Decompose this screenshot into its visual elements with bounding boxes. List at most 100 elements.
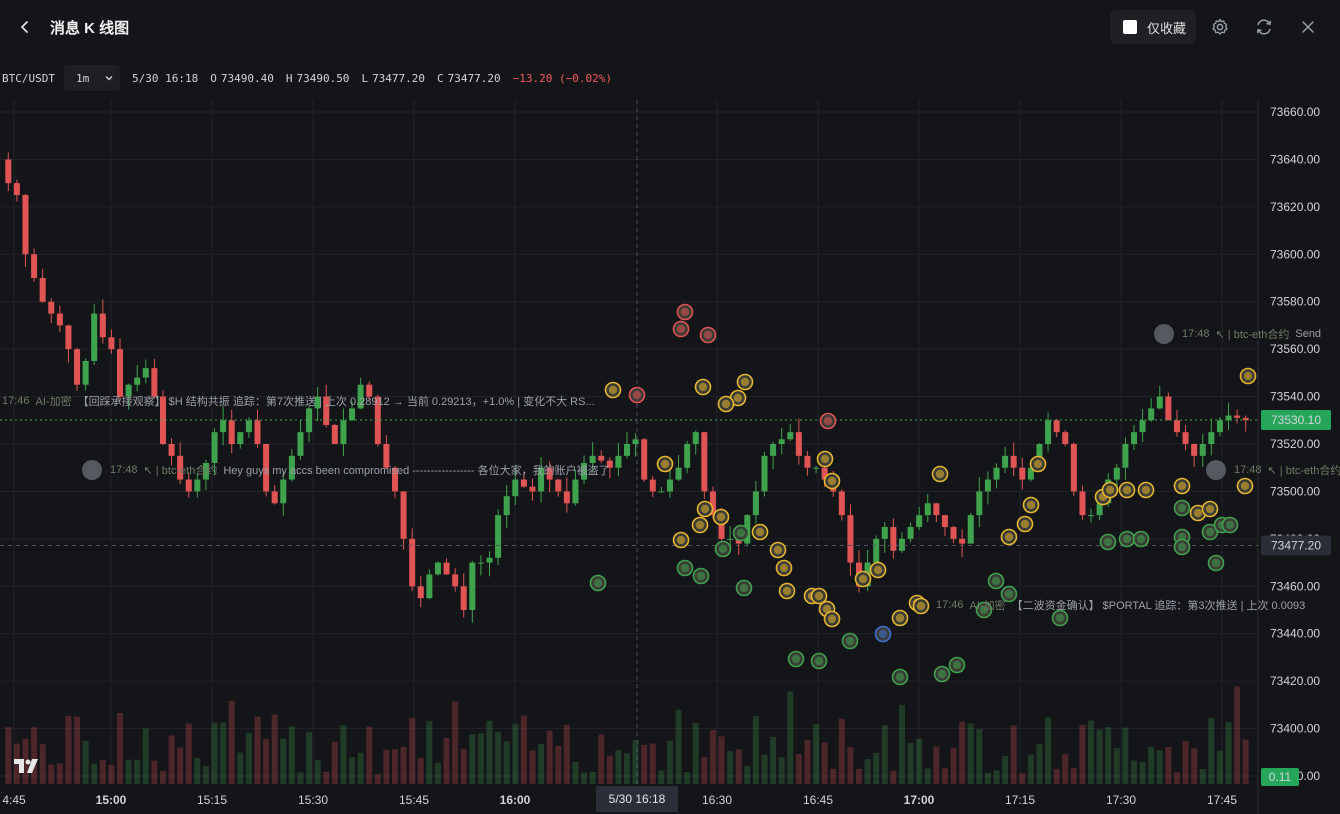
candle-body (400, 491, 407, 539)
candle-body (245, 420, 252, 433)
candle-body (74, 349, 81, 385)
candle-body (383, 444, 390, 468)
volume-bar (692, 722, 699, 784)
message-marker-avatar (680, 307, 690, 317)
volume-bar (976, 728, 983, 784)
volume-bar (417, 757, 424, 784)
top-bar: 消息 K 线图 仅收藏 (0, 0, 1340, 56)
candle-body (194, 479, 201, 492)
candle-body (31, 254, 38, 278)
candle-body (692, 432, 699, 444)
volume-bar (838, 718, 845, 784)
page-title: 消息 K 线图 (50, 20, 130, 37)
candle-body (99, 313, 106, 338)
candle-body (898, 538, 905, 551)
message-source: ↖ | btc-eth合约 (1267, 465, 1340, 477)
volume-bar (787, 691, 794, 784)
message-time: 17:48 (1234, 464, 1262, 476)
message-overlay[interactable]: 17:48 ↖ | btc-eth合约 (1206, 460, 1340, 480)
volume-bar (804, 739, 811, 784)
message-marker-avatar (1004, 532, 1014, 542)
favorites-only-label: 仅收藏 (1147, 20, 1187, 36)
candle-body (220, 420, 227, 433)
candle-body (280, 479, 287, 504)
price-tick-label: 73600.00 (1270, 247, 1320, 261)
volume-bar (520, 715, 527, 784)
message-marker-avatar (782, 586, 792, 596)
volume-bar (340, 725, 347, 784)
candle-body (409, 538, 416, 587)
candle-body (804, 455, 811, 468)
favorites-only-toggle[interactable]: 仅收藏 (1110, 10, 1196, 44)
message-marker-avatar (608, 385, 618, 395)
candle-body (993, 467, 1000, 480)
volume-bar (1122, 727, 1129, 784)
candle-body (1002, 455, 1009, 468)
message-marker-avatar (1177, 481, 1187, 491)
volume-bar (280, 738, 287, 784)
candle-body (684, 444, 691, 468)
price-tick-label: 73420.00 (1270, 674, 1320, 688)
back-button[interactable] (14, 16, 36, 38)
message-source: AI-加密 (35, 396, 72, 408)
interval-select[interactable]: 1m (63, 65, 120, 91)
chart-canvas[interactable]: 73660.00 73640.00 73620.00 73600.00 73580.00… (0, 56, 1340, 814)
crosshair-price-value: 73477.20 (1271, 538, 1321, 552)
volume-bar (1096, 729, 1103, 784)
message-overlay[interactable]: 17:48 ↖ | btc-eth合约 Send (1154, 324, 1321, 344)
message-marker-avatar (1141, 485, 1151, 495)
time-tick-label: 17:00 (904, 793, 935, 807)
candle-body (357, 384, 364, 409)
settings-button[interactable] (1210, 17, 1230, 37)
volume-bar (400, 746, 407, 784)
volume-bar (993, 770, 1000, 784)
candle-body (503, 496, 510, 516)
volume-bar (426, 721, 433, 784)
message-marker-avatar (1136, 534, 1146, 544)
candle-body (581, 462, 588, 480)
candle-body (950, 527, 957, 539)
candle-body (770, 444, 777, 456)
candle-body (649, 479, 656, 492)
volume-bar (228, 700, 235, 784)
volume-bar (950, 748, 957, 784)
candle-body (847, 515, 854, 563)
avatar (1206, 460, 1226, 480)
kline-chart[interactable]: 73660.00 73640.00 73620.00 73600.00 73580.00… (0, 56, 1340, 814)
candle-body (976, 491, 983, 516)
volume-bar (271, 714, 278, 784)
volume-bar (1105, 727, 1112, 784)
candle-body (202, 462, 209, 480)
message-marker-avatar (721, 399, 731, 409)
price-tick-label: 73640.00 (1270, 152, 1320, 166)
candle-body (1139, 420, 1146, 433)
candle-body (434, 562, 441, 575)
message-marker-avatar (1103, 537, 1113, 547)
candle-body (632, 439, 639, 444)
favorites-only-checkbox[interactable] (1123, 20, 1137, 34)
volume-bar (1165, 746, 1172, 784)
volume-bar (1079, 724, 1086, 784)
candle-body (134, 377, 141, 385)
volume-bar (331, 741, 338, 784)
candle-body (1148, 408, 1155, 421)
volume-bar (99, 760, 106, 784)
close-button[interactable] (1298, 17, 1318, 37)
refresh-icon (1256, 19, 1272, 35)
message-overlay[interactable]: 17:48 ↖ | btc-eth合约 Hey guys my accs bee… (82, 460, 610, 480)
volume-bar (752, 716, 759, 784)
volume-bar (383, 749, 390, 784)
refresh-button[interactable] (1254, 17, 1274, 37)
candle-body (151, 368, 158, 397)
message-marker-avatar (1240, 481, 1250, 491)
candle-body (890, 527, 897, 551)
candle-body (159, 396, 166, 444)
message-overlay[interactable]: 17:46 AI-加密 【回踩承接观察】 $H 结构共振 追踪：第7次推送 | … (2, 391, 595, 411)
message-marker-avatar (676, 324, 686, 334)
price-tick-label: 73620.00 (1270, 200, 1320, 214)
volume-bar (1130, 760, 1138, 784)
candle-body (795, 432, 802, 456)
message-marker-avatar (680, 563, 690, 573)
volume-bar (82, 740, 89, 784)
message-overlay[interactable]: 17:46 AI-加密 【二波资金确认】 $PORTAL 追踪：第3次推送 | … (936, 595, 1305, 615)
